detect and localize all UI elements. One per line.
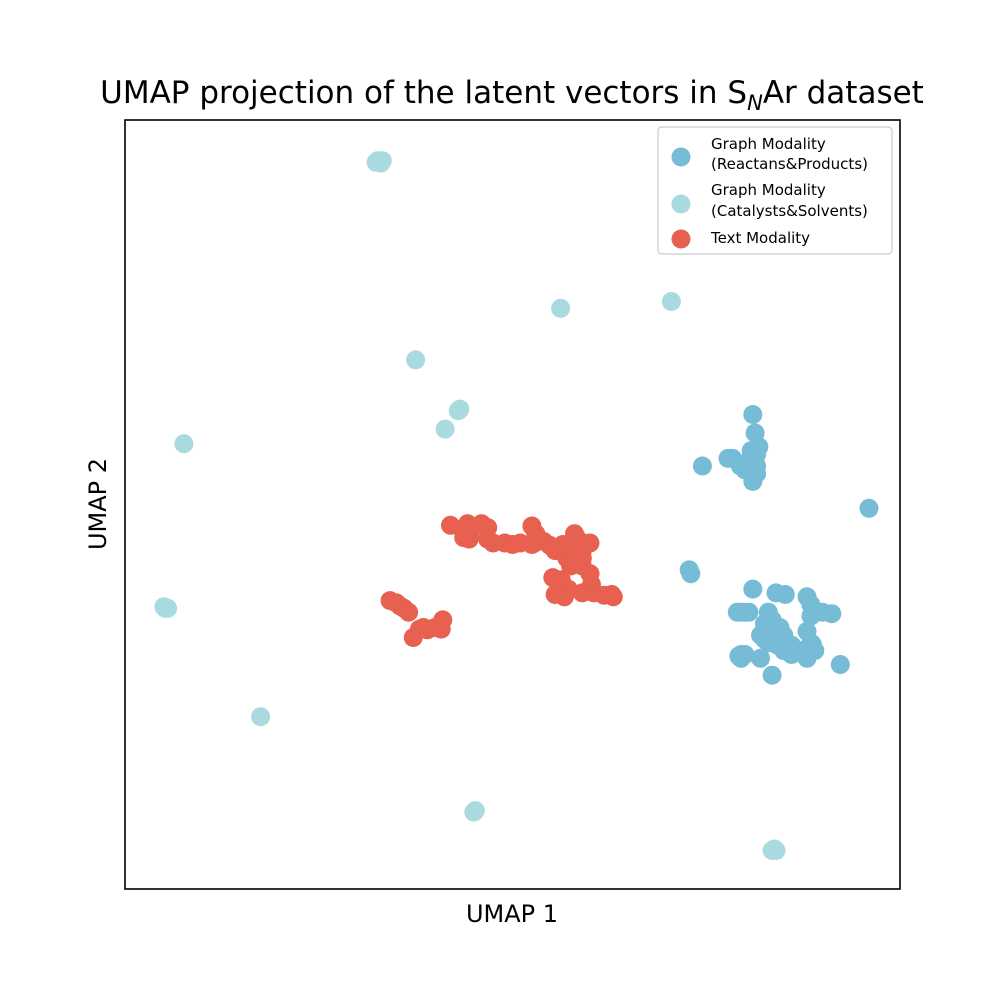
catalysts-solvents-point — [766, 841, 786, 860]
text-modality-point — [580, 533, 600, 553]
legend-label-reactants-products-line2: (Reactans&Products) — [711, 155, 868, 173]
catalysts-solvents-point — [251, 707, 271, 727]
legend-label-catalysts-solvents-line1: Graph Modality — [711, 181, 826, 199]
legend-box — [657, 126, 893, 255]
reactants-products-point — [802, 635, 822, 654]
legend-marker-catalysts-solvents — [671, 194, 691, 214]
catalysts-solvents-point — [406, 350, 426, 370]
reactants-products-point — [754, 614, 774, 634]
reactants-products-point — [681, 564, 701, 584]
plot-frame — [124, 119, 901, 890]
reactants-products-point — [747, 464, 767, 484]
text-modality-point — [399, 602, 419, 622]
reactants-products-point — [692, 456, 712, 476]
catalysts-solvents-point — [448, 401, 468, 421]
catalysts-solvents-point — [661, 292, 681, 311]
catalysts-solvents-point — [551, 298, 571, 318]
reactants-products-point — [741, 441, 761, 461]
reactants-products-point — [743, 579, 763, 599]
catalysts-solvents-point — [435, 419, 455, 439]
text-modality-point — [545, 585, 565, 604]
chart-title-prefix: UMAP projection of the latent vectors in… — [100, 75, 747, 111]
catalysts-solvents-point — [372, 151, 392, 171]
legend-marker-text-modality — [671, 229, 691, 249]
text-modality-point — [441, 515, 460, 535]
reactants-products-point — [822, 604, 842, 624]
text-modality-point — [545, 541, 565, 561]
reactants-products-point — [775, 585, 795, 604]
reactants-products-points — [679, 405, 879, 685]
legend-label-text-modality: Text Modality — [710, 229, 810, 247]
text-modality-point — [543, 568, 563, 588]
text-modality-point — [565, 533, 584, 553]
points-layer — [154, 151, 879, 860]
catalysts-solvents-point — [465, 801, 485, 821]
legend: Graph Modality (Reactans&Products) Graph… — [657, 126, 893, 255]
reactants-products-point — [859, 498, 879, 518]
chart-title-suffix: Ar dataset — [763, 75, 924, 111]
catalysts-solvents-points — [154, 151, 786, 860]
reactants-products-point — [743, 405, 763, 424]
legend-marker-reactants-products — [671, 147, 691, 167]
reactants-products-point — [830, 655, 850, 674]
reactants-products-point — [731, 645, 751, 664]
chart-title-subscript: N — [747, 91, 763, 115]
reactants-products-point — [751, 648, 770, 668]
reactants-products-point — [770, 618, 790, 637]
text-modality-points — [380, 514, 623, 647]
text-modality-point — [433, 610, 453, 630]
y-axis-label: UMAP 2 — [84, 458, 112, 550]
text-modality-point — [413, 618, 433, 637]
catalysts-solvents-point — [174, 434, 194, 454]
text-modality-point — [602, 585, 622, 604]
catalysts-solvents-point — [154, 597, 174, 617]
reactants-products-point — [739, 602, 759, 622]
text-modality-point — [460, 525, 480, 545]
legend-label-reactants-products-line1: Graph Modality — [711, 135, 826, 153]
legend-label-catalysts-solvents-line2: (Catalysts&Solvents) — [711, 202, 868, 220]
reactants-products-point — [758, 633, 778, 653]
x-axis-label: UMAP 1 — [466, 900, 558, 928]
chart-title: UMAP projection of the latent vectors in… — [100, 75, 924, 115]
reactants-products-point — [762, 665, 782, 685]
reactants-products-point — [778, 641, 798, 661]
